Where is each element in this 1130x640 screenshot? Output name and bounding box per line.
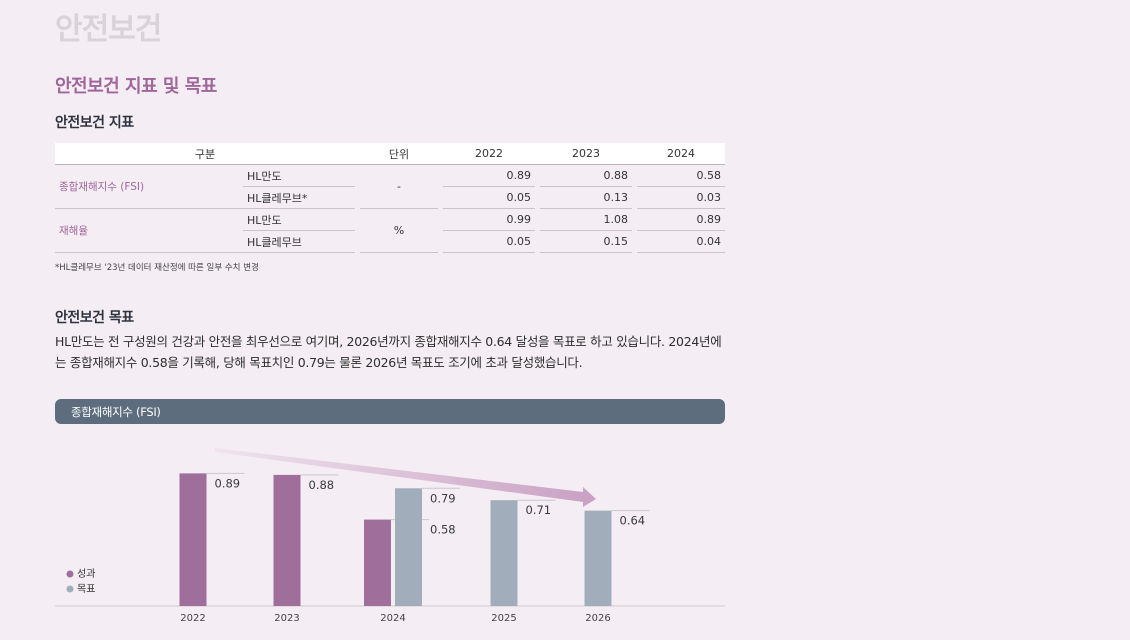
cell-value: 1.08 xyxy=(540,208,632,231)
cell-value: 0.05 xyxy=(443,230,535,253)
table-row: HL클레무브 0.05 0.15 0.04 xyxy=(55,230,725,253)
targets-paragraph: HL만도는 전 구성원의 건강과 안전을 최우선으로 여기며, 2026년까지 … xyxy=(55,334,722,370)
row-category: 종합재해지수 (FSI) xyxy=(55,164,243,209)
company-name: HL만도 xyxy=(243,164,355,187)
section-title: 안전보건 지표 및 목표 xyxy=(55,76,217,97)
x-tick-label: 2026 xyxy=(585,613,610,624)
data-label: 0.58 xyxy=(430,523,456,537)
header-category: 구분 xyxy=(55,143,355,165)
bar-target xyxy=(490,500,518,606)
cell-value: 0.15 xyxy=(540,230,632,253)
trend-arrow xyxy=(215,448,596,507)
data-label: 0.64 xyxy=(620,514,646,528)
x-tick-label: 2023 xyxy=(274,613,299,624)
data-label: 0.89 xyxy=(215,476,241,490)
row-unit: - xyxy=(360,164,438,209)
header-2022: 2022 xyxy=(443,143,535,165)
legend-label-target: 목표 xyxy=(77,583,95,595)
table-row: HL클레무브* 0.05 0.13 0.03 xyxy=(55,186,725,209)
data-label: 0.88 xyxy=(309,478,335,492)
company-name: HL클레무브* xyxy=(243,186,355,209)
legend-swatch-target xyxy=(66,585,74,593)
x-tick-label: 2022 xyxy=(180,613,205,624)
cell-value: 0.05 xyxy=(443,186,535,209)
header-2024: 2024 xyxy=(637,143,725,165)
indicators-table: 구분 단위 2022 2023 2024 종합재해지수 (FSI) HL만도 -… xyxy=(55,143,725,253)
bar-performance xyxy=(179,473,207,606)
cell-value: 0.13 xyxy=(540,186,632,209)
cell-value: 0.99 xyxy=(443,208,535,231)
company-name: HL클레무브 xyxy=(243,230,355,253)
page-title: 안전보건 xyxy=(55,12,162,47)
cell-value: 0.03 xyxy=(637,186,725,209)
x-tick-label: 2025 xyxy=(491,613,516,624)
fsi-bar-chart: 0.89 2022 0.88 2023 0.58 0.79 2024 0.71 2025 0.64… xyxy=(55,448,725,624)
cell-value: 0.88 xyxy=(540,164,632,187)
cell-value: 0.89 xyxy=(637,208,725,231)
cell-value: 0.58 xyxy=(637,164,725,187)
legend-swatch-performance xyxy=(66,570,74,578)
cell-value: 0.04 xyxy=(637,230,725,253)
indicators-heading: 안전보건 지표 xyxy=(55,115,134,131)
table-row: 종합재해지수 (FSI) HL만도 - 0.89 0.88 0.58 xyxy=(55,164,725,209)
row-category: 재해율 xyxy=(55,208,243,253)
header-2023: 2023 xyxy=(540,143,632,165)
table-footnote: *HL클레무브 '23년 데이터 재산정에 따른 일부 수치 변경 xyxy=(55,263,259,273)
header-unit: 단위 xyxy=(360,143,438,165)
bar-target xyxy=(584,510,612,606)
data-label: 0.79 xyxy=(430,491,456,505)
bar-performance xyxy=(273,474,301,606)
legend-label-performance: 성과 xyxy=(77,568,95,580)
targets-heading: 안전보건 목표 xyxy=(55,310,134,326)
bar-target xyxy=(395,488,422,606)
bar-performance xyxy=(364,519,391,606)
chart-title: 종합재해지수 (FSI) xyxy=(71,405,161,419)
row-unit: % xyxy=(360,208,438,253)
x-tick-label: 2024 xyxy=(380,613,405,624)
table-row: 재해율 HL만도 % 0.99 1.08 0.89 xyxy=(55,208,725,253)
table-header-row: 구분 단위 2022 2023 2024 xyxy=(55,143,725,165)
data-label: 0.71 xyxy=(526,503,552,517)
cell-value: 0.89 xyxy=(443,164,535,187)
chart-title-bar: 종합재해지수 (FSI) xyxy=(55,399,725,424)
company-name: HL만도 xyxy=(243,208,355,231)
